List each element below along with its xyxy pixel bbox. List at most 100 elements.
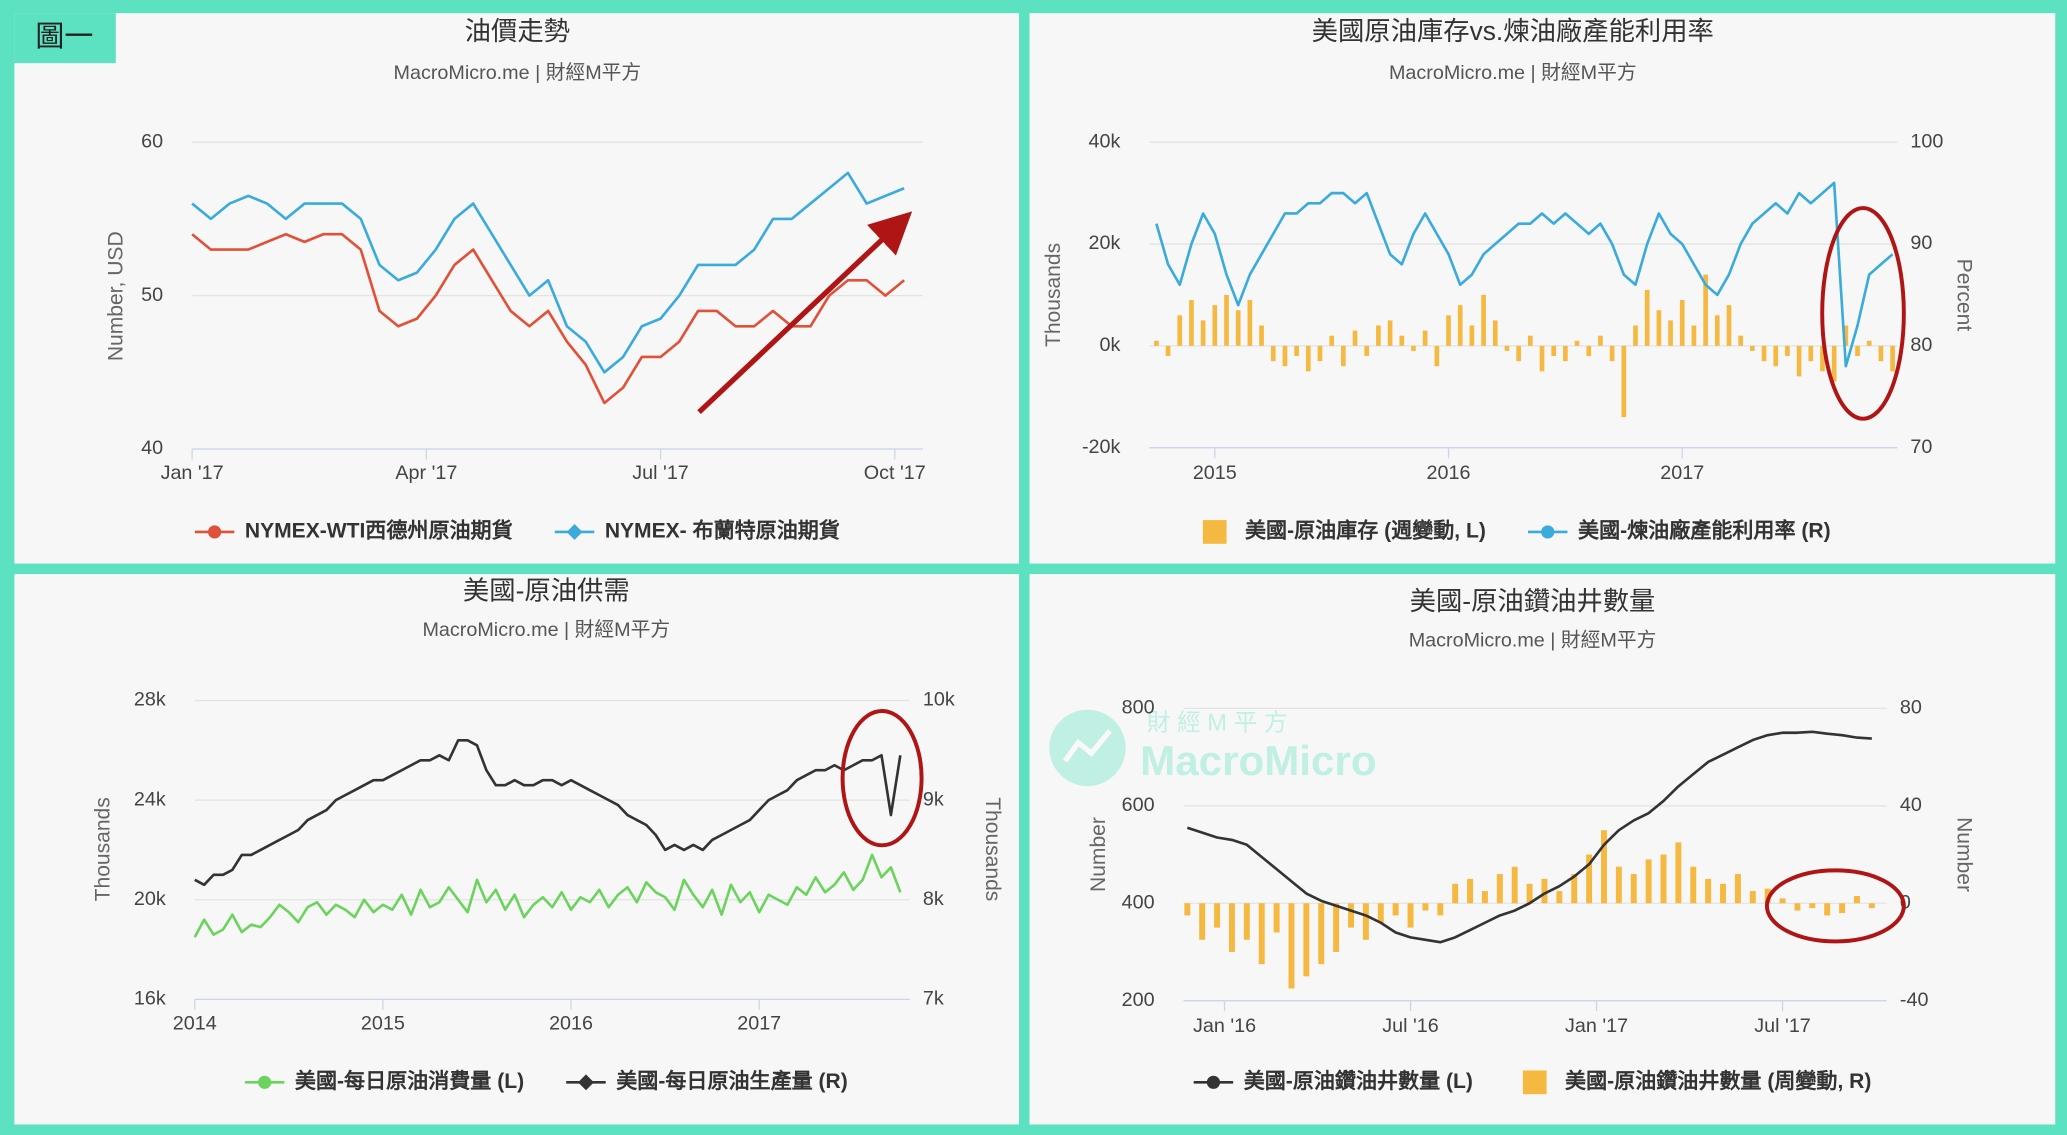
bar [1574,340,1580,346]
y-tick-label: 40 [141,437,163,459]
bar [1212,305,1218,346]
y2-tick-label: 80 [1910,334,1932,356]
x-tick-label: Apr '17 [395,462,457,484]
bar [1511,866,1518,904]
bar [1199,903,1206,940]
trend-arrow [697,211,913,415]
chart-subtitle: MacroMicro.me | 財經M平方 [1389,62,1637,84]
bar [1598,335,1603,346]
bar [1668,320,1673,346]
bar [1749,891,1756,904]
bar [1411,345,1416,351]
x-tick-label: 2015 [361,1013,405,1035]
bar [1526,883,1533,904]
bar [1294,345,1299,357]
bar [1492,320,1498,346]
chart: 美國原油庫存vs.煉油廠產能利用率 MacroMicro.me | 財經M平方 -2… [1042,16,1976,544]
bar [1738,335,1744,346]
bar [1259,325,1264,346]
y2-tick-label: 80 [1900,697,1922,719]
bar [1675,842,1682,904]
legend-item: 美國-原油鑽油井數量 (L) [1193,1068,1473,1093]
bar [1376,325,1381,346]
y-tick-label: 800 [1122,697,1155,719]
watermark-en: MacroMicro [1140,737,1376,784]
chart-title: 美國原油庫存vs.煉油廠產能利用率 [1312,16,1714,46]
bar [1467,878,1474,904]
bar [1282,345,1288,367]
chart: 油價走勢 MacroMicro.me | 財經M平方 40 50 60 Jan '17 Ap… [105,16,926,543]
bar [1341,345,1346,367]
x-tick-label: 2017 [1660,462,1704,484]
x-tick-label: Jan '17 [1565,1015,1628,1037]
bar [1452,883,1459,904]
bar [1720,883,1727,904]
y-tick-label: 16k [134,988,166,1010]
panel [14,574,1020,1125]
charts: 油價走勢 MacroMicro.me | 財經M平方 40 50 60 Jan '17 Ap… [91,16,1976,1095]
bar [1184,903,1191,916]
legend-label: 美國-煉油廠產能利用率 (R) [1578,518,1831,543]
bar [1586,854,1593,904]
bar [1348,903,1354,928]
bar [1785,345,1790,357]
legend-marker [1206,1075,1221,1089]
y2-tick-label: -40 [1900,989,1929,1011]
legend-label: NYMEX-WTI西德州原油期貨 [245,518,513,543]
legend-swatch [1202,520,1227,544]
legend-marker [208,525,222,539]
bar [1656,310,1662,346]
bar [1868,903,1875,909]
bar [1866,340,1872,346]
bar [1362,903,1369,940]
bar [1644,289,1650,346]
y2-tick-label: 7k [923,988,944,1010]
bar [1690,866,1697,904]
bar [1630,874,1637,904]
x-tick-label: 2016 [1427,462,1471,484]
bar [1329,335,1335,346]
bar [1165,345,1171,357]
y-tick-label: 200 [1122,989,1155,1011]
bar [1333,903,1340,952]
bar [1586,345,1592,357]
bar [1691,325,1697,346]
bar [1235,310,1241,346]
bar [1364,345,1370,357]
bar [1750,345,1755,351]
bar [1407,903,1414,928]
bar [1571,874,1578,904]
bar [1796,345,1802,377]
bar [1154,340,1159,346]
watermark-logo [1049,709,1126,787]
legend-label: 美國-原油庫存 (週變動, L) [1245,518,1486,543]
legend-marker [566,524,583,540]
bar [1437,903,1444,916]
chart-subtitle: MacroMicro.me | 財經M平方 [394,62,642,84]
line-series [1155,181,1894,368]
legend: 美國-原油鑽油井數量 (L) 美國-原油鑽油井數量 (周變動, R) [1193,1068,1871,1095]
x-tick-label: Oct '17 [864,462,926,484]
bar [1761,345,1767,362]
bar [1228,903,1235,952]
y-tick-label: 600 [1122,794,1155,816]
bar [1831,345,1837,382]
y-tick-label: 50 [141,284,163,306]
figure-label-box [14,13,116,64]
x-tick-label: 2016 [549,1013,593,1035]
bar [1794,903,1801,911]
legend-label: 美國-原油鑽油井數量 (周變動, R) [1565,1068,1871,1093]
y2-tick-label: 90 [1910,232,1932,254]
y-tick-label: 60 [141,130,163,152]
y2-tick-label: 100 [1910,130,1943,152]
bar [1200,320,1206,346]
line-series [193,853,902,938]
legend-marker [258,1075,272,1089]
bar [1551,345,1557,357]
bar [1660,854,1667,904]
bar [1273,903,1280,933]
bar [1679,300,1685,346]
x-tick-label: Jan '16 [1193,1015,1256,1037]
bar [1539,345,1545,372]
y2-tick-label: 70 [1910,436,1932,458]
